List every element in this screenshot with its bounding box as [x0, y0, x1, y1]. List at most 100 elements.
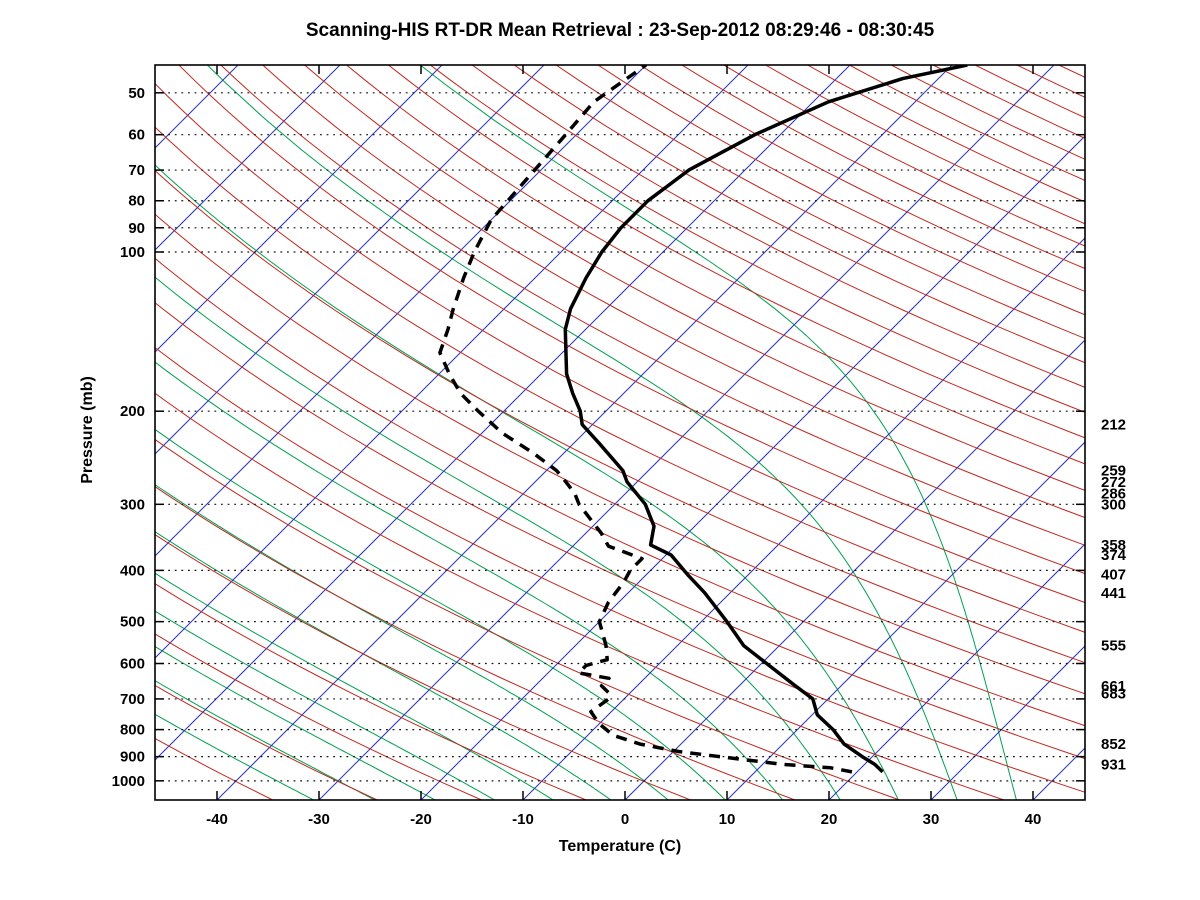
temperature-tick-label: -20: [410, 811, 432, 828]
dry-adiabat-line: [262, 65, 1085, 519]
pressure-tick-label: 70: [128, 162, 145, 179]
dry-adiabat-line: [155, 82, 1085, 604]
temperature-profile-line: [563, 65, 968, 774]
dry-adiabat-line: [932, 65, 1085, 139]
isotherm-line: [155, 65, 239, 149]
pressure-tick-label: 90: [128, 220, 145, 237]
plot-frame: [154, 64, 1086, 801]
moist-adiabat-line: [155, 646, 436, 800]
temperature-tick-label: 40: [1025, 811, 1042, 828]
right-level-label: 272: [1101, 474, 1126, 491]
isotherm-line: [624, 339, 1085, 800]
right-level-label: 852: [1101, 736, 1126, 753]
dry-adiabat-line: [155, 438, 900, 800]
pressure-tick-label: 80: [128, 193, 145, 210]
pressure-tick-label: 200: [120, 403, 145, 420]
isotherm-line: [0, 65, 136, 800]
dewpoint-profile-line: [438, 65, 853, 774]
field-lines-layer: [0, 65, 1085, 800]
right-level-label: 286: [1101, 485, 1126, 502]
moist-adiabat-line: [155, 572, 554, 800]
right-level-label: 931: [1101, 756, 1126, 773]
x-axis-label: Temperature (C): [558, 838, 682, 855]
moist-adiabat-line: [155, 276, 841, 800]
pressure-tick-label: 800: [120, 722, 145, 739]
dry-adiabat-line: [155, 257, 1085, 727]
temperature-tick-label: -30: [308, 811, 330, 828]
pressure-tick-label: 900: [120, 749, 145, 766]
dry-adiabat-line: [155, 126, 1085, 633]
moist-adiabat-line: [155, 610, 495, 800]
dry-adiabat-line: [220, 65, 1085, 546]
dry-adiabat-line: [155, 347, 1085, 793]
right-level-label: 358: [1101, 537, 1126, 554]
dry-adiabat-line: [513, 65, 1085, 364]
isotherm-line: [522, 237, 1085, 800]
right-level-label: 212: [1101, 417, 1126, 434]
dry-adiabat-line: [974, 65, 1085, 119]
dry-adiabat-line: [555, 65, 1085, 340]
pressure-tick-label: 300: [120, 496, 145, 513]
right-level-label: 300: [1101, 496, 1126, 513]
dry-adiabat-line: [155, 583, 587, 800]
dry-adiabat-line: [304, 65, 1085, 492]
dry-adiabat-line: [723, 65, 1085, 247]
pressure-tick-label: 1000: [112, 773, 145, 790]
moist-adiabat-line: [155, 428, 726, 800]
right-level-label: 555: [1101, 638, 1126, 655]
chart-title: Scanning-HIS RT-DR Mean Retrieval : 23-S…: [305, 20, 935, 41]
isotherm-line: [155, 65, 545, 455]
moist-adiabat-line: [155, 164, 899, 800]
pressure-tick-label: 60: [128, 127, 145, 144]
dry-adiabat-line: [681, 65, 1085, 270]
temperature-tick-label: 30: [923, 811, 940, 828]
right-level-label: 683: [1101, 685, 1126, 702]
dry-adiabat-line: [155, 633, 482, 800]
temperature-axis: -40 -30 -20 -10 0 10 20 30 40: [206, 65, 1041, 828]
dry-adiabat-line: [346, 65, 1085, 465]
isotherm-line: [726, 441, 1085, 800]
dry-adiabat-line: [155, 302, 1085, 760]
pressure-tick-label: 700: [120, 691, 145, 708]
dry-adiabat-line: [155, 392, 1005, 800]
isotherm-line: [318, 65, 1055, 800]
dry-adiabat-line: [388, 65, 1085, 439]
dry-adiabat-line: [178, 65, 1085, 575]
right-level-label: 441: [1101, 585, 1126, 602]
isotherm-line: [155, 65, 851, 761]
moist-adiabat-line: [206, 65, 958, 800]
pressure-tick-label: 400: [120, 562, 145, 579]
dry-adiabat-line: [155, 169, 1085, 664]
moist-adiabat-line: [419, 65, 1017, 800]
dry-adiabat-line: [597, 65, 1085, 316]
dry-adiabat-line: [430, 65, 1085, 413]
dry-adiabat-line: [639, 65, 1085, 293]
pressure-tick-label: 100: [120, 244, 145, 261]
dry-adiabat-line: [155, 684, 378, 800]
temperature-tick-label: 0: [621, 811, 629, 828]
isotherm-line: [155, 65, 341, 251]
moist-adiabat-line: [155, 361, 783, 800]
isotherm-line: [155, 65, 749, 659]
temperature-tick-label: -40: [206, 811, 228, 828]
y-axis-label: Pressure (mb): [79, 376, 96, 484]
dry-adiabat-line: [155, 534, 691, 800]
right-level-label: 407: [1101, 566, 1126, 583]
isotherm-line: [155, 65, 443, 353]
isotherm-line: [930, 645, 1085, 800]
isotherm-line: [216, 65, 953, 800]
pressure-tick-label: 50: [128, 85, 145, 102]
dry-adiabat-line: [155, 486, 796, 800]
dry-adiabat-line: [155, 213, 1085, 695]
isotherm-line: [155, 65, 647, 557]
dry-adiabat-line: [807, 65, 1085, 203]
pressure-tick-label: 500: [120, 614, 145, 631]
pressure-tick-label: 600: [120, 656, 145, 673]
dry-adiabat-line: [471, 65, 1085, 388]
isotherm-line: [828, 543, 1085, 800]
right-level-label: 661: [1101, 678, 1126, 695]
temperature-tick-label: 10: [719, 811, 736, 828]
temperature-tick-label: -10: [512, 811, 534, 828]
